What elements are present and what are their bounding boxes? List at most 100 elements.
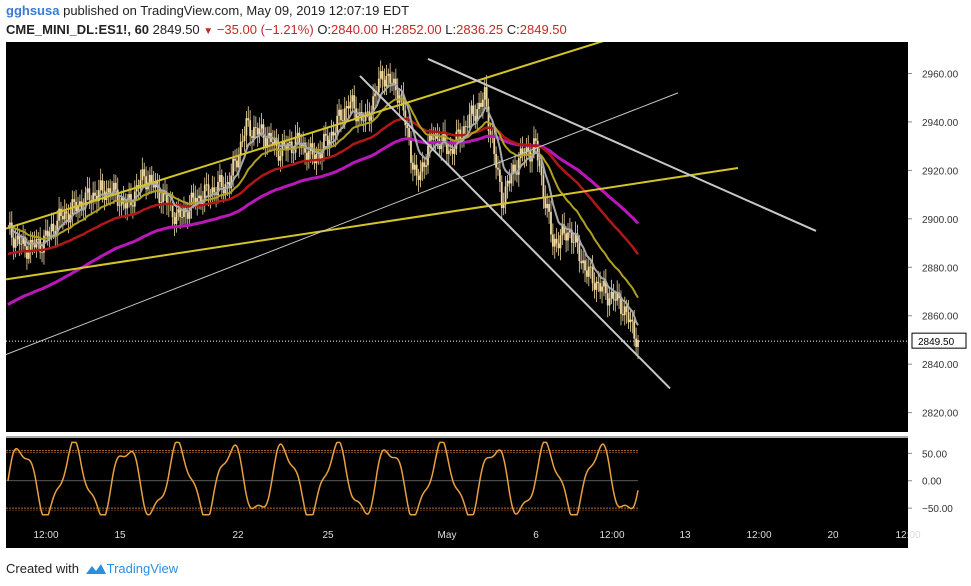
candle-body <box>63 211 66 220</box>
time-tick-label: 6 <box>533 530 539 541</box>
symbol-line: CME_MINI_DL:ES1!, 60 2849.50 ▼ −35.00 (−… <box>6 22 567 37</box>
candle-body <box>213 187 216 193</box>
candle-body <box>389 73 392 84</box>
candle-body <box>610 291 613 299</box>
time-tick-label: 12:00 <box>746 530 771 541</box>
candle-body <box>432 138 435 140</box>
candle-body <box>218 174 221 182</box>
candle-body <box>387 73 390 76</box>
candle-body <box>625 306 628 312</box>
candle-body <box>145 176 148 190</box>
ema-slow-line <box>7 117 639 256</box>
candle-body <box>614 299 617 301</box>
candle-body <box>370 112 373 121</box>
candle-body <box>262 124 265 138</box>
candle-body <box>555 238 558 244</box>
candle-body <box>521 148 524 155</box>
candle-body <box>94 192 96 196</box>
candle-body <box>324 133 327 136</box>
candle-body <box>234 158 236 161</box>
candle-body <box>306 152 308 162</box>
candle-body <box>379 71 382 79</box>
oscillator-pane <box>6 438 908 518</box>
footer: Created with TradingView <box>6 561 178 576</box>
long-trend-line <box>6 92 679 355</box>
candle-body <box>446 141 448 154</box>
candle-body <box>565 233 568 241</box>
candle-body <box>14 239 17 248</box>
tradingview-brand[interactable]: TradingView <box>106 561 179 576</box>
low-label: L: <box>445 22 457 37</box>
candle-body <box>470 105 473 114</box>
candle-body <box>559 235 562 249</box>
candle-body <box>519 148 522 159</box>
candle-body <box>340 109 342 121</box>
candle-body <box>355 108 358 122</box>
candle-body <box>128 194 130 200</box>
candle-body <box>620 298 622 314</box>
candle-body <box>217 181 219 196</box>
candle-body <box>46 230 49 237</box>
candle-body <box>249 120 252 137</box>
candle-body <box>347 106 350 109</box>
candle-body <box>198 195 200 199</box>
time-tick-label: 12:00 <box>895 530 920 541</box>
candle-body <box>264 137 267 148</box>
candle-body <box>33 243 36 248</box>
candle-body <box>476 109 479 122</box>
candle-body <box>601 286 603 292</box>
candle-body <box>60 208 62 216</box>
candle-body <box>453 148 456 154</box>
username[interactable]: gghsusa <box>6 3 60 18</box>
candle-body <box>18 235 21 245</box>
candle-body <box>489 131 492 137</box>
candle-body <box>10 222 13 238</box>
candle-body <box>173 217 176 225</box>
candle-body <box>179 209 182 217</box>
candle-body <box>534 138 537 141</box>
time-tick-label: 20 <box>827 530 839 541</box>
price-tick-label: 2820.00 <box>922 409 959 420</box>
candle-body <box>508 180 511 184</box>
candle-body <box>211 187 214 196</box>
candle-body <box>341 120 344 122</box>
last-price: 2849.50 <box>152 22 200 37</box>
candle-body <box>604 280 607 294</box>
candle-body <box>480 102 482 107</box>
candle-body <box>536 140 539 161</box>
candle-body <box>457 129 460 132</box>
time-tick-label: 15 <box>114 530 126 541</box>
candle-body <box>548 203 550 212</box>
candle-body <box>330 131 333 140</box>
candle-body <box>563 224 566 234</box>
price-chart[interactable]: 2960.00 2940.00 2920.00 2900.00 2880.00 2860.… <box>6 42 968 550</box>
candle-body <box>186 211 189 219</box>
candle-body <box>506 180 509 187</box>
candle-body <box>44 230 47 236</box>
candle-body <box>570 229 573 243</box>
candle-body <box>321 150 323 160</box>
candle-body <box>171 202 174 218</box>
oscillator-line <box>7 441 639 516</box>
candle-body <box>247 118 250 121</box>
candle-body <box>425 165 428 167</box>
candle-body <box>101 180 104 191</box>
symbol-name[interactable]: CME_MINI_DL:ES1!, 60 <box>6 22 150 37</box>
candle-body <box>67 213 70 223</box>
candle-body <box>593 283 596 290</box>
candle-body <box>61 215 64 220</box>
candle-body <box>86 188 89 193</box>
candle-body <box>504 186 507 205</box>
candle-body <box>597 281 600 284</box>
candle-body <box>96 195 98 202</box>
candle-body <box>118 205 121 207</box>
candle-body <box>343 108 346 121</box>
candle-body <box>50 223 53 232</box>
candle-body <box>449 149 452 151</box>
candle-body <box>527 147 530 152</box>
candle-body <box>497 167 499 170</box>
candle-body <box>487 106 490 132</box>
candle-body <box>143 169 146 177</box>
candle-body <box>463 126 465 138</box>
candle-body <box>538 160 541 167</box>
